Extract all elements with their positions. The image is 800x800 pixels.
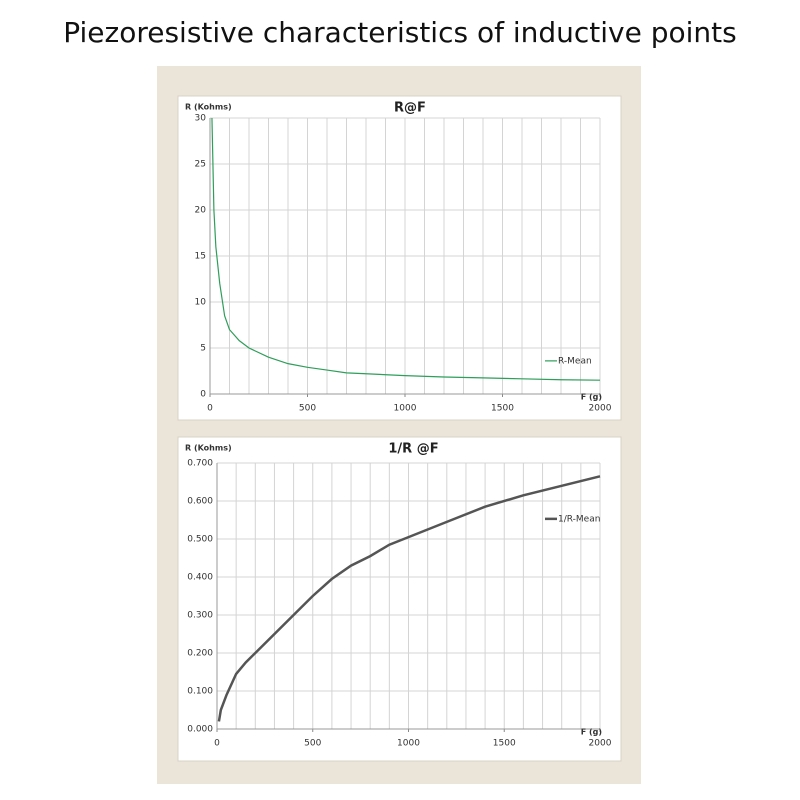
x-tick-label: 2000: [589, 739, 612, 749]
data-line: [211, 117, 601, 381]
y-tick-label: 30: [195, 114, 207, 124]
x-tick-label: 0: [207, 404, 213, 414]
legend-label: 1/R-Mean: [558, 514, 600, 524]
y-axis-label: R (Kohms): [185, 103, 232, 112]
x-tick-label: 500: [304, 739, 321, 749]
y-tick-label: 0.500: [187, 535, 213, 545]
y-tick-label: 10: [195, 298, 207, 308]
y-tick-label: 0.100: [187, 687, 213, 697]
y-tick-label: 20: [195, 206, 207, 216]
chart-box: [177, 436, 622, 762]
chart-title: R@F: [394, 101, 426, 116]
x-tick-label: 1000: [397, 739, 420, 749]
x-axis-label: F (g): [581, 728, 602, 737]
page-title: Piezoresistive characteristics of induct…: [63, 16, 737, 49]
chart-title: 1/R @F: [388, 442, 438, 457]
y-tick-label: 5: [200, 344, 206, 354]
x-axis-label: F (g): [581, 393, 602, 402]
y-tick-label: 0.000: [187, 725, 213, 735]
x-tick-label: 1500: [493, 739, 516, 749]
y-tick-label: 0.300: [187, 611, 213, 621]
chart-box: [177, 95, 622, 421]
legend-label: R-Mean: [558, 356, 592, 366]
x-tick-label: 500: [299, 404, 316, 414]
y-tick-label: 25: [195, 160, 206, 170]
x-tick-label: 1500: [491, 404, 514, 414]
y-axis-label: R (Kohms): [185, 444, 232, 453]
x-tick-label: 0: [214, 739, 220, 749]
x-tick-label: 1000: [394, 404, 417, 414]
y-tick-label: 0.700: [187, 459, 213, 469]
y-tick-label: 0.200: [187, 649, 213, 659]
y-tick-label: 0: [200, 390, 206, 400]
y-tick-label: 0.400: [187, 573, 213, 583]
x-tick-label: 2000: [589, 404, 612, 414]
y-tick-label: 0.600: [187, 497, 213, 507]
data-line: [217, 475, 601, 722]
y-tick-label: 15: [195, 252, 206, 262]
